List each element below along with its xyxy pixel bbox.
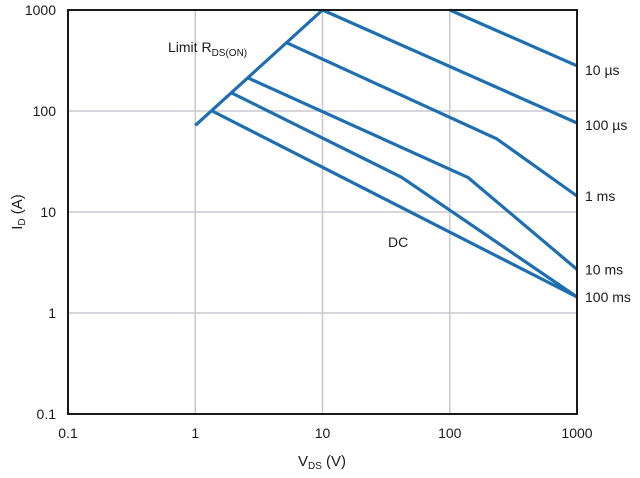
series-line-10-s <box>449 8 578 68</box>
x-tick-label: 100 <box>438 425 462 441</box>
y-tick-labels: 0.1 1 10 100 1000 <box>25 2 56 422</box>
series-line-10-ms <box>247 76 579 271</box>
y-tick-label: 100 <box>33 103 57 119</box>
y-tick-label: 1 <box>48 305 56 321</box>
grid <box>67 9 578 415</box>
series-label-limit-rdson: Limit RDS(ON) <box>168 39 247 59</box>
x-tick-label: 10 <box>315 425 331 441</box>
series-label: 10 ms <box>585 261 623 277</box>
series-line-100-s <box>321 8 578 125</box>
series-label: 100 µs <box>585 117 627 133</box>
series-line-1-ms <box>286 41 578 198</box>
y-tick-label: 0.1 <box>37 406 57 422</box>
y-axis-label: ID (A) <box>9 194 28 230</box>
x-tick-label: 1 <box>191 425 199 441</box>
series-line-dc <box>211 109 578 299</box>
series-labels: Limit RDS(ON) 10 µs 100 µs 1 ms 10 ms 100 ms D… <box>168 39 631 305</box>
series-label: 10 µs <box>585 62 620 78</box>
series-label: 1 ms <box>585 188 615 204</box>
x-tick-label: 1000 <box>561 425 592 441</box>
x-axis-label: VDS (V) <box>298 453 346 472</box>
y-tick-label: 10 <box>40 204 56 220</box>
series-label: 100 ms <box>585 289 631 305</box>
y-tick-label: 1000 <box>25 2 56 18</box>
series-line-limit-rds-on- <box>194 8 324 127</box>
x-tick-label: 0.1 <box>58 425 78 441</box>
x-tick-labels: 0.1 1 10 100 1000 <box>58 425 593 441</box>
plot-frame <box>67 9 578 415</box>
series-lines <box>194 8 579 299</box>
series-line-100-ms <box>231 91 578 299</box>
series-label-dc: DC <box>388 234 408 250</box>
